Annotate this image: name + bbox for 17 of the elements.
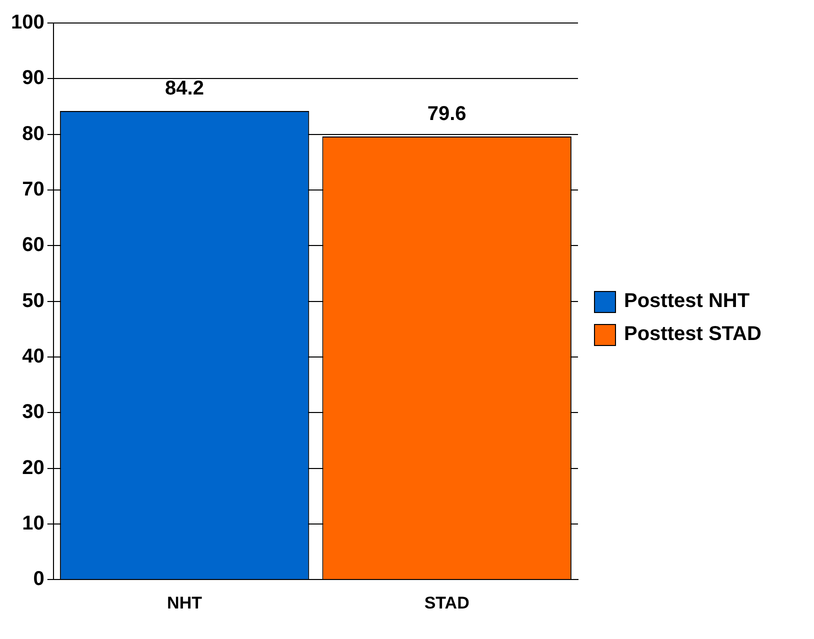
- data-label: 84.2: [165, 77, 204, 100]
- legend-label: Posttest STAD: [624, 323, 762, 346]
- y-tick-label: 100: [10, 12, 44, 34]
- y-tick-label: 30: [22, 401, 44, 424]
- y-tick-label: 40: [22, 345, 44, 368]
- x-tick-label: NHT: [167, 593, 203, 612]
- y-tick-label: 10: [22, 512, 44, 534]
- y-tick-label: 0: [33, 568, 44, 590]
- y-tick-label: 20: [22, 456, 44, 479]
- y-tick-label: 70: [22, 178, 44, 200]
- y-tick-label: 80: [22, 122, 44, 145]
- data-label: 79.6: [427, 103, 466, 126]
- y-tick-label: 90: [22, 67, 44, 90]
- y-tick-label: 60: [22, 234, 44, 256]
- text: Posttest NHT: [624, 290, 750, 313]
- y-tick-label: 50: [22, 290, 44, 312]
- x-tick-label: STAD: [424, 593, 470, 612]
